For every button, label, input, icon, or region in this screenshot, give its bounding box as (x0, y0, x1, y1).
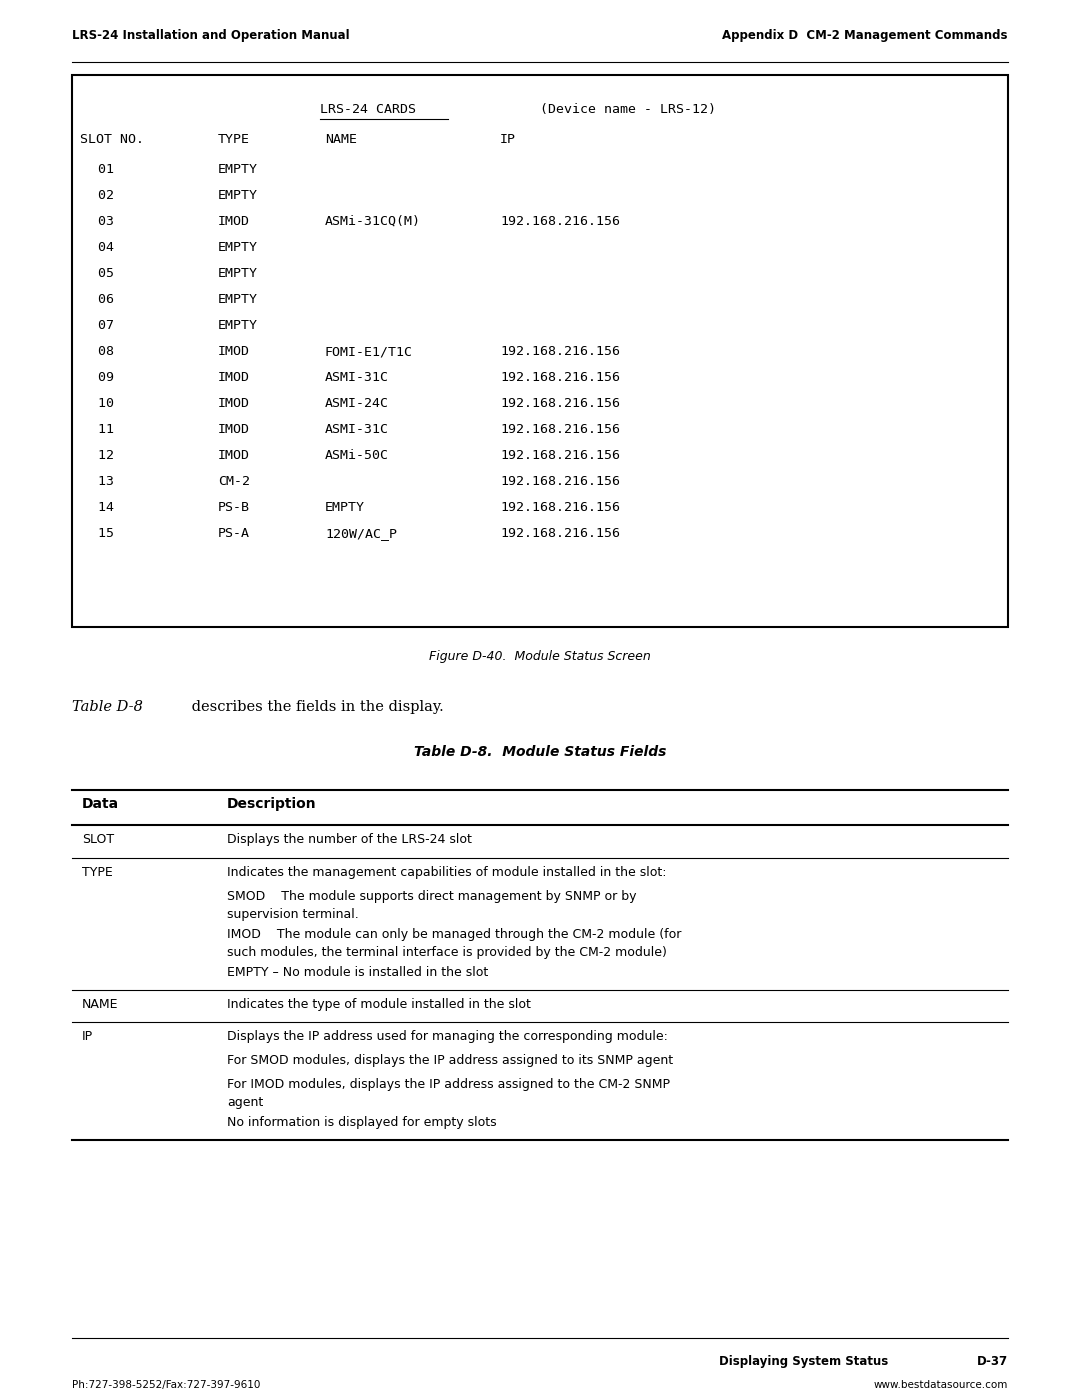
Text: EMPTY: EMPTY (218, 293, 258, 306)
Text: 05: 05 (90, 267, 114, 279)
Text: 02: 02 (90, 189, 114, 203)
Text: 192.168.216.156: 192.168.216.156 (500, 475, 620, 488)
Text: 120W/AC_P: 120W/AC_P (325, 527, 397, 541)
Text: 10: 10 (90, 397, 114, 409)
Text: Data: Data (82, 798, 119, 812)
Text: For IMOD modules, displays the IP address assigned to the CM-2 SNMP: For IMOD modules, displays the IP addres… (227, 1078, 670, 1091)
Text: Table D-8.  Module Status Fields: Table D-8. Module Status Fields (414, 745, 666, 759)
Text: EMPTY: EMPTY (325, 502, 365, 514)
Text: IMOD: IMOD (218, 423, 249, 436)
Text: EMPTY – No module is installed in the slot: EMPTY – No module is installed in the sl… (227, 965, 488, 979)
Text: EMPTY: EMPTY (218, 319, 258, 332)
Text: EMPTY: EMPTY (218, 267, 258, 279)
Text: agent: agent (227, 1097, 264, 1109)
Text: Figure D-40.  Module Status Screen: Figure D-40. Module Status Screen (429, 650, 651, 664)
Text: 04: 04 (90, 242, 114, 254)
Text: IMOD: IMOD (218, 397, 249, 409)
Text: LRS-24 Installation and Operation Manual: LRS-24 Installation and Operation Manual (72, 29, 350, 42)
Text: IMOD: IMOD (218, 345, 249, 358)
Text: Description: Description (227, 798, 316, 812)
Text: Appendix D  CM-2 Management Commands: Appendix D CM-2 Management Commands (723, 29, 1008, 42)
Text: 11: 11 (90, 423, 114, 436)
Text: 192.168.216.156: 192.168.216.156 (500, 527, 620, 541)
Text: 15: 15 (90, 527, 114, 541)
Text: 06: 06 (90, 293, 114, 306)
Text: IP: IP (82, 1030, 93, 1044)
Text: ASMI-24C: ASMI-24C (325, 397, 389, 409)
Text: IMOD: IMOD (218, 372, 249, 384)
Text: 192.168.216.156: 192.168.216.156 (500, 448, 620, 462)
Text: Displaying System Status: Displaying System Status (719, 1355, 888, 1368)
Text: 192.168.216.156: 192.168.216.156 (500, 423, 620, 436)
Text: 13: 13 (90, 475, 114, 488)
Text: EMPTY: EMPTY (218, 189, 258, 203)
Text: EMPTY: EMPTY (218, 242, 258, 254)
Text: 192.168.216.156: 192.168.216.156 (500, 502, 620, 514)
Text: IMOD: IMOD (218, 215, 249, 228)
Text: 192.168.216.156: 192.168.216.156 (500, 397, 620, 409)
Text: supervision terminal.: supervision terminal. (227, 908, 359, 921)
Text: NAME: NAME (325, 133, 357, 147)
Text: 01: 01 (90, 163, 114, 176)
Text: Indicates the type of module installed in the slot: Indicates the type of module installed i… (227, 997, 531, 1011)
Text: ASMi-31CQ(M): ASMi-31CQ(M) (325, 215, 421, 228)
Text: For SMOD modules, displays the IP address assigned to its SNMP agent: For SMOD modules, displays the IP addres… (227, 1053, 673, 1067)
Text: Table D-8: Table D-8 (72, 700, 143, 714)
Text: No information is displayed for empty slots: No information is displayed for empty sl… (227, 1116, 497, 1129)
Text: IMOD    The module can only be managed through the CM-2 module (for: IMOD The module can only be managed thro… (227, 928, 681, 942)
Text: ASMi-50C: ASMi-50C (325, 448, 389, 462)
Text: 03: 03 (90, 215, 114, 228)
Text: ASMI-31C: ASMI-31C (325, 372, 389, 384)
Text: LRS-24 CARDS: LRS-24 CARDS (320, 103, 416, 116)
Text: TYPE: TYPE (218, 133, 249, 147)
Text: PS-A: PS-A (218, 527, 249, 541)
Text: SLOT NO.: SLOT NO. (80, 133, 144, 147)
Text: FOMI-E1/T1C: FOMI-E1/T1C (325, 345, 413, 358)
Text: 08: 08 (90, 345, 114, 358)
Text: 12: 12 (90, 448, 114, 462)
Text: SMOD    The module supports direct management by SNMP or by: SMOD The module supports direct manageme… (227, 890, 636, 902)
Text: Ph:727-398-5252/Fax:727-397-9610: Ph:727-398-5252/Fax:727-397-9610 (72, 1380, 260, 1390)
Text: 192.168.216.156: 192.168.216.156 (500, 215, 620, 228)
Text: IMOD: IMOD (218, 448, 249, 462)
Text: SLOT: SLOT (82, 833, 114, 847)
Text: NAME: NAME (82, 997, 119, 1011)
Text: IP: IP (500, 133, 516, 147)
Text: Displays the IP address used for managing the corresponding module:: Displays the IP address used for managin… (227, 1030, 667, 1044)
Text: Indicates the management capabilities of module installed in the slot:: Indicates the management capabilities of… (227, 866, 666, 879)
Text: 192.168.216.156: 192.168.216.156 (500, 372, 620, 384)
Text: CM-2: CM-2 (218, 475, 249, 488)
Text: 07: 07 (90, 319, 114, 332)
Text: 09: 09 (90, 372, 114, 384)
Text: EMPTY: EMPTY (218, 163, 258, 176)
Text: (Device name - LRS-12): (Device name - LRS-12) (540, 103, 716, 116)
Text: describes the fields in the display.: describes the fields in the display. (187, 700, 444, 714)
Text: 14: 14 (90, 502, 114, 514)
Text: PS-B: PS-B (218, 502, 249, 514)
Text: 192.168.216.156: 192.168.216.156 (500, 345, 620, 358)
Text: ASMI-31C: ASMI-31C (325, 423, 389, 436)
Text: such modules, the terminal interface is provided by the CM-2 module): such modules, the terminal interface is … (227, 946, 666, 958)
Text: TYPE: TYPE (82, 866, 112, 879)
Text: Displays the number of the LRS-24 slot: Displays the number of the LRS-24 slot (227, 833, 472, 847)
Text: www.bestdatasource.com: www.bestdatasource.com (874, 1380, 1008, 1390)
Text: D-37: D-37 (977, 1355, 1008, 1368)
Bar (72, 75, 1008, 627)
